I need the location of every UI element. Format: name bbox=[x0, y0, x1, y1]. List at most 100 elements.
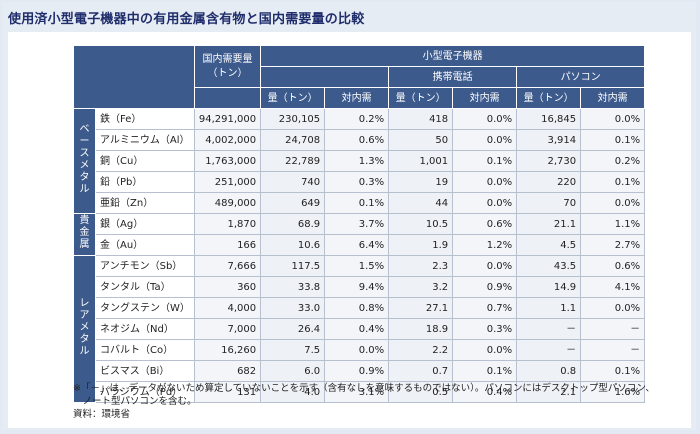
cell-all-amt: 33.0 bbox=[260, 297, 326, 319]
cell-mob-ratio: 0.0% bbox=[452, 192, 518, 214]
cell-demand: 16,260 bbox=[193, 339, 262, 361]
metal-name: 鉄（Fe） bbox=[95, 108, 195, 130]
cell-demand: 131 bbox=[193, 381, 262, 403]
cell-demand: 360 bbox=[193, 276, 262, 298]
cell-pc-ratio: 1.6% bbox=[580, 381, 646, 403]
cell-pc-amt: 0.8 bbox=[516, 360, 582, 382]
metal-name: ビスマス（Bi） bbox=[95, 360, 195, 382]
cell-all-amt: 24,708 bbox=[260, 129, 326, 151]
table-row: 銅（Cu） 1,763,000 22,789 1.3% 1,001 0.1% 2,730 0.… bbox=[74, 150, 646, 172]
table-body: ベースメタル 鉄（Fe） 94,291,000 230,105 0.2% 418 0.0% 1… bbox=[73, 108, 646, 403]
cell-mob-amt: 18.9 bbox=[388, 318, 454, 340]
cell-all-amt: 7.5 bbox=[260, 339, 326, 361]
cell-all-ratio: 6.4% bbox=[324, 234, 390, 256]
metal-name: タングステン（W） bbox=[95, 297, 195, 319]
cell-demand: 7,000 bbox=[193, 318, 262, 340]
cell-all-amt: 117.5 bbox=[260, 255, 326, 277]
note-line-1: ※「－」は、データがないため算定していないことを示す（含有なしを意味するものでは… bbox=[73, 383, 655, 394]
cell-mob-ratio: 0.0% bbox=[452, 339, 518, 361]
table-row: アルミニウム（Al） 4,002,000 24,708 0.6% 50 0.0% 3,914… bbox=[74, 129, 646, 151]
cell-pc-amt: － bbox=[516, 339, 582, 361]
cell-mob-ratio: 0.9% bbox=[452, 276, 518, 298]
header-corner bbox=[73, 45, 195, 109]
metal-name: ネオジム（Nd） bbox=[95, 318, 195, 340]
header-small-devices: 小型電子機器 bbox=[260, 45, 646, 67]
table-row: タンタル（Ta） 360 33.8 9.4% 3.2 0.9% 14.9 4.1% bbox=[74, 276, 646, 298]
cell-mob-ratio: 0.0% bbox=[452, 255, 518, 277]
table-row: 鉛（Pb） 251,000 740 0.3% 19 0.0% 220 0.1% bbox=[74, 171, 646, 193]
cell-pc-ratio: 0.0% bbox=[580, 108, 646, 130]
note-line-2: ノート型パソコンを含む。 bbox=[73, 396, 197, 407]
cell-demand: 1,870 bbox=[193, 213, 262, 235]
cell-demand: 4,002,000 bbox=[193, 129, 262, 151]
cell-all-amt: 4.0 bbox=[260, 381, 326, 403]
cell-all-ratio: 0.1% bbox=[324, 192, 390, 214]
cell-pc-amt: 3,914 bbox=[516, 129, 582, 151]
cell-pc-ratio: 0.6% bbox=[580, 255, 646, 277]
cell-mob-amt: 1.9 bbox=[388, 234, 454, 256]
cell-all-ratio: 0.3% bbox=[324, 171, 390, 193]
table-row: コバルト（Co） 16,260 7.5 0.0% 2.2 0.0% －－ bbox=[74, 339, 646, 361]
cell-all-ratio: 1.5% bbox=[324, 255, 390, 277]
cell-pc-ratio: 0.0% bbox=[580, 297, 646, 319]
table-notes: ※「－」は、データがないため算定していないことを示す（含有なしを意味するものでは… bbox=[73, 382, 655, 421]
metal-name: 銀（Ag） bbox=[95, 213, 195, 235]
metal-name: アンチモン（Sb） bbox=[95, 255, 195, 277]
cell-mob-amt: 418 bbox=[388, 108, 454, 130]
cell-all-amt: 6.0 bbox=[260, 360, 326, 382]
cell-pc-amt: 2.1 bbox=[516, 381, 582, 403]
header-total-amount: 量（トン） bbox=[260, 87, 326, 109]
cell-mob-ratio: 0.0% bbox=[452, 171, 518, 193]
cell-all-amt: 10.6 bbox=[260, 234, 326, 256]
header-total-ratio: 対内需 bbox=[324, 87, 390, 109]
metal-name: アルミニウム（Al） bbox=[95, 129, 195, 151]
cell-pc-ratio: － bbox=[580, 318, 646, 340]
group-label-text: 貴金属 bbox=[79, 215, 90, 250]
header-pc: パソコン bbox=[516, 66, 646, 88]
cell-demand: 94,291,000 bbox=[193, 108, 262, 130]
cell-pc-ratio: － bbox=[580, 339, 646, 361]
cell-mob-ratio: 0.0% bbox=[452, 129, 518, 151]
cell-demand: 489,000 bbox=[193, 192, 262, 214]
table-row: ビスマス（Bi） 682 6.0 0.9% 0.7 0.1% 0.8 0.1% bbox=[74, 360, 646, 382]
cell-mob-amt: 10.5 bbox=[388, 213, 454, 235]
cell-all-ratio: 0.9% bbox=[324, 360, 390, 382]
cell-mob-amt: 2.2 bbox=[388, 339, 454, 361]
cell-mob-amt: 27.1 bbox=[388, 297, 454, 319]
cell-all-ratio: 0.6% bbox=[324, 129, 390, 151]
cell-all-amt: 68.9 bbox=[260, 213, 326, 235]
cell-demand: 251,000 bbox=[193, 171, 262, 193]
cell-pc-amt: 70 bbox=[516, 192, 582, 214]
cell-mob-ratio: 0.4% bbox=[452, 381, 518, 403]
table-row: ベースメタル 鉄（Fe） 94,291,000 230,105 0.2% 418 0.0% 1… bbox=[73, 108, 646, 214]
group-label: レアメタル bbox=[73, 255, 96, 403]
table-row: パラジウム（Pd） 131 4.0 3.1% 0.5 0.4% 2.1 1.6% bbox=[74, 381, 646, 403]
cell-pc-amt: 1.1 bbox=[516, 297, 582, 319]
cell-pc-ratio: 4.1% bbox=[580, 276, 646, 298]
figure-title: 使用済小型電子機器中の有用金属含有物と国内需要量の比較 bbox=[8, 12, 365, 27]
cell-pc-amt: 16,845 bbox=[516, 108, 582, 130]
cell-pc-ratio: 1.1% bbox=[580, 213, 646, 235]
header-mobile-amount: 量（トン） bbox=[388, 87, 454, 109]
cell-demand: 7,666 bbox=[193, 255, 262, 277]
figure-frame: 使用済小型電子機器中の有用金属含有物と国内需要量の比較 国内需要量 （ bbox=[2, 2, 696, 430]
cell-all-amt: 26.4 bbox=[260, 318, 326, 340]
cell-all-amt: 22,789 bbox=[260, 150, 326, 172]
cell-all-ratio: 0.0% bbox=[324, 339, 390, 361]
cell-mob-ratio: 0.3% bbox=[452, 318, 518, 340]
table-row: ネオジム（Nd） 7,000 26.4 0.4% 18.9 0.3% －－ bbox=[74, 318, 646, 340]
header-mobile-ratio: 対内需 bbox=[452, 87, 518, 109]
cell-demand: 682 bbox=[193, 360, 262, 382]
cell-pc-amt: 220 bbox=[516, 171, 582, 193]
metal-name: 亜鉛（Zn） bbox=[95, 192, 195, 214]
cell-all-ratio: 9.4% bbox=[324, 276, 390, 298]
table-row: 亜鉛（Zn） 489,000 649 0.1% 44 0.0% 70 0.0% bbox=[74, 192, 646, 214]
cell-mob-amt: 2.3 bbox=[388, 255, 454, 277]
cell-all-ratio: 3.7% bbox=[324, 213, 390, 235]
cell-all-amt: 33.8 bbox=[260, 276, 326, 298]
cell-all-ratio: 1.3% bbox=[324, 150, 390, 172]
cell-pc-ratio: 0.2% bbox=[580, 150, 646, 172]
cell-mob-amt: 0.5 bbox=[388, 381, 454, 403]
metal-name: コバルト（Co） bbox=[95, 339, 195, 361]
cell-mob-amt: 19 bbox=[388, 171, 454, 193]
